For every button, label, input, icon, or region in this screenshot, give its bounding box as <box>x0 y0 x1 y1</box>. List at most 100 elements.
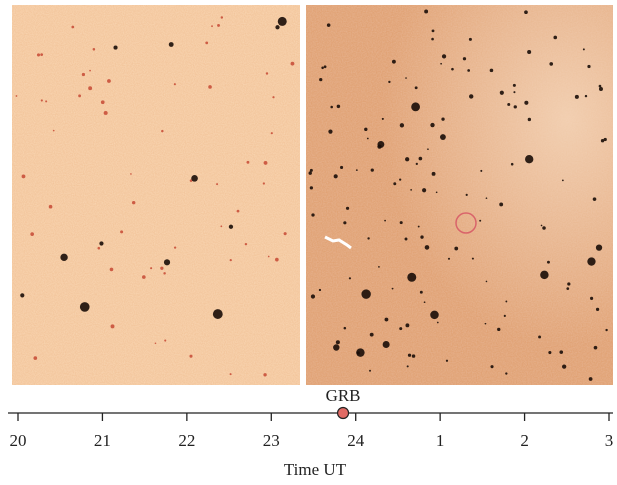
image-before <box>12 5 300 385</box>
star <box>217 23 220 27</box>
star <box>411 354 416 358</box>
star <box>546 260 550 264</box>
star <box>524 100 529 105</box>
star <box>471 257 474 260</box>
star <box>431 171 436 176</box>
star <box>142 275 146 279</box>
star <box>262 182 265 185</box>
star <box>462 57 467 61</box>
star <box>503 314 506 317</box>
star <box>587 64 591 69</box>
artifact <box>324 235 352 250</box>
star <box>598 84 602 88</box>
star <box>81 72 86 77</box>
star <box>490 365 494 369</box>
star <box>405 77 407 79</box>
star <box>131 200 136 205</box>
star <box>542 226 546 230</box>
star <box>497 327 501 332</box>
star <box>507 102 511 106</box>
star <box>540 224 543 227</box>
star <box>71 25 75 29</box>
star <box>427 148 429 151</box>
star <box>109 267 114 272</box>
star <box>244 242 248 246</box>
star <box>561 179 564 182</box>
star <box>399 327 403 331</box>
target-circle <box>455 212 477 234</box>
star <box>333 344 340 351</box>
star <box>150 267 153 270</box>
star <box>277 16 287 26</box>
star <box>590 296 594 300</box>
star <box>88 86 93 91</box>
star <box>356 348 365 357</box>
star <box>369 332 374 337</box>
star <box>310 294 316 299</box>
star <box>574 94 579 99</box>
star <box>263 161 268 165</box>
tick-label: 2 <box>520 431 529 450</box>
tick-label: 3 <box>605 431 614 450</box>
star <box>549 62 554 66</box>
star <box>107 79 111 83</box>
star <box>399 178 402 181</box>
star <box>333 174 338 179</box>
star <box>164 339 167 342</box>
tick-label: 21 <box>94 431 111 450</box>
star <box>411 102 420 112</box>
star <box>424 245 430 250</box>
star <box>377 140 385 148</box>
star <box>52 129 55 132</box>
star <box>99 241 104 246</box>
star <box>97 246 101 250</box>
star <box>595 307 600 312</box>
star <box>410 188 412 191</box>
star <box>228 224 234 229</box>
star <box>208 85 212 89</box>
star <box>445 359 449 362</box>
star <box>236 209 240 213</box>
star <box>440 134 446 140</box>
star <box>120 230 124 234</box>
star <box>484 322 487 325</box>
star <box>499 202 504 207</box>
star <box>326 23 331 27</box>
star <box>161 129 164 133</box>
star <box>525 155 534 164</box>
star <box>404 237 408 241</box>
star <box>40 99 43 102</box>
axis-label: Time UT <box>284 460 347 479</box>
star <box>548 350 552 355</box>
tick-label: 23 <box>263 431 280 450</box>
star <box>308 171 312 175</box>
star <box>593 345 598 350</box>
star <box>566 287 570 290</box>
star <box>336 104 341 109</box>
star <box>265 72 269 75</box>
star <box>220 225 223 228</box>
star <box>393 182 397 186</box>
star <box>361 289 371 299</box>
star <box>467 69 471 72</box>
star <box>447 257 451 260</box>
star <box>582 48 585 51</box>
star <box>513 91 516 94</box>
star <box>391 59 396 64</box>
star <box>382 340 390 348</box>
star <box>419 290 423 294</box>
star <box>48 204 53 209</box>
star <box>441 117 445 121</box>
star <box>436 321 439 324</box>
star <box>499 90 504 95</box>
star <box>414 86 418 90</box>
star <box>103 110 108 115</box>
event-marker <box>336 406 350 420</box>
star <box>33 356 38 360</box>
star <box>540 270 549 280</box>
star <box>592 197 597 201</box>
star <box>130 173 132 175</box>
star <box>567 282 571 286</box>
star <box>407 353 412 357</box>
star <box>420 235 424 239</box>
